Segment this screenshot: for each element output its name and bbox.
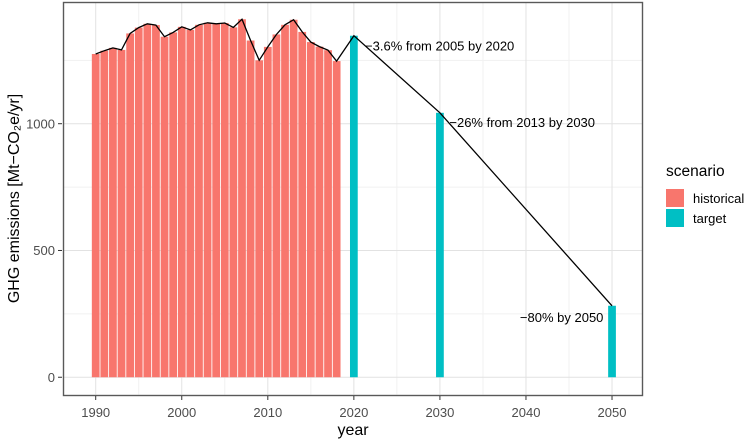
y-axis-title: GHG emissions [Mt−CO₂e/yr] xyxy=(6,94,23,303)
legend-swatch-target xyxy=(666,209,684,227)
bar-historical-2004 xyxy=(212,23,221,378)
plot-panel-border xyxy=(62,1,644,397)
bar-historical-2008 xyxy=(246,40,255,378)
emissions-trend-line xyxy=(95,18,613,307)
y-tick-label: 1000 xyxy=(26,116,55,131)
bar-historical-2015 xyxy=(306,42,315,378)
legend-label-historical: historical xyxy=(693,190,745,206)
bar-historical-1994 xyxy=(126,33,134,378)
bar-historical-1990 xyxy=(91,53,100,378)
target-annotations: −3.6% from 2005 by 2020 −26% from 2013 by… xyxy=(365,38,603,325)
bar-historical-2013 xyxy=(289,19,298,378)
annotation-0: −3.6% from 2005 by 2020 xyxy=(365,38,514,53)
y-tick-label: 500 xyxy=(33,243,55,258)
bar-historical-1998 xyxy=(160,36,169,378)
bar-historical-2016 xyxy=(315,46,324,378)
x-tick-label: 2010 xyxy=(253,405,282,420)
bar-historical-1997 xyxy=(152,25,160,378)
bar-historical-2012 xyxy=(281,24,289,378)
x-tick-label: 1990 xyxy=(81,405,110,420)
bar-historical-2007 xyxy=(238,19,246,378)
bar-historical-2017 xyxy=(324,50,332,378)
bar-historical-1993 xyxy=(117,49,126,378)
bar-historical-2018 xyxy=(332,61,341,378)
bars xyxy=(91,19,616,378)
x-tick-label: 2050 xyxy=(598,405,627,420)
bar-historical-2009 xyxy=(255,60,264,378)
legend: scenario historical target xyxy=(666,163,744,228)
y-tick-label: 0 xyxy=(48,370,55,385)
x-tick-label: 2030 xyxy=(425,405,454,420)
x-tick-label: 2040 xyxy=(512,405,541,420)
bar-historical-2002 xyxy=(195,24,203,378)
bar-target-2030 xyxy=(436,112,444,378)
axis-tick-labels: 1990 2000 2010 2020 2030 2040 2050 0 500 1000 xyxy=(26,116,626,420)
bar-historical-2014 xyxy=(298,31,307,378)
bar-historical-2011 xyxy=(272,34,281,378)
x-tick-label: 2020 xyxy=(339,405,368,420)
bar-historical-2005 xyxy=(220,23,229,378)
bar-historical-2006 xyxy=(229,27,238,378)
bar-historical-1999 xyxy=(169,32,178,378)
bar-historical-2001 xyxy=(186,29,195,378)
legend-swatch-historical xyxy=(666,189,684,207)
bar-target-2050 xyxy=(608,305,616,378)
bar-historical-1992 xyxy=(109,47,117,378)
axis-ticks xyxy=(58,123,613,400)
bar-historical-2003 xyxy=(203,22,212,378)
legend-items: historical target xyxy=(666,188,744,228)
annotation-2: −80% by 2050 xyxy=(520,310,603,325)
bar-historical-2000 xyxy=(177,26,186,378)
bar-historical-1995 xyxy=(134,27,143,378)
x-axis-title: year xyxy=(337,422,369,439)
bar-historical-1996 xyxy=(143,23,152,378)
bar-target-2020 xyxy=(349,35,358,378)
bar-historical-1991 xyxy=(100,50,109,378)
annotation-1: −26% from 2013 by 2030 xyxy=(449,115,595,130)
x-tick-label: 2000 xyxy=(167,405,196,420)
legend-title: scenario xyxy=(666,163,725,180)
legend-label-target: target xyxy=(693,210,727,226)
bar-historical-2010 xyxy=(263,46,272,378)
legend-item-target: target xyxy=(666,208,744,228)
legend-item-historical: historical xyxy=(666,188,744,208)
